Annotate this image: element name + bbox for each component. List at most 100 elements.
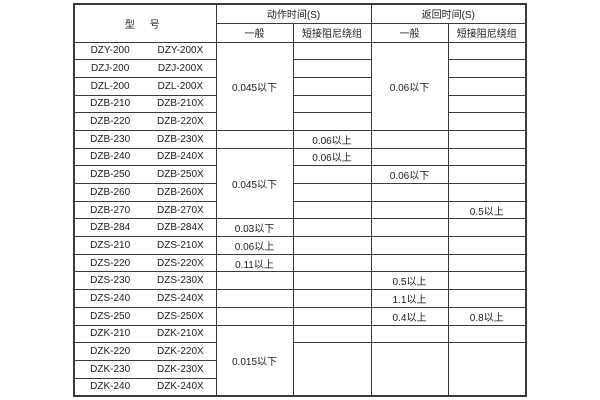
empty-cell [292,218,372,238]
model-name-x: DZY-200X [157,45,204,57]
model-name-x: DZS-250X [157,310,204,322]
table-row: DZB-220 DZB-220X [73,112,527,131]
model-name: DZB-270 [90,204,131,216]
empty-cell [370,253,449,273]
model-name-x: DZB-260X [157,186,204,198]
empty-cell [447,94,527,114]
empty-cell [292,94,372,114]
empty-cell [292,112,372,131]
empty-cell [370,200,449,220]
action-general-value: 0.06以上 [215,236,294,255]
model-cell: DZS-220 DZS-220X [73,253,217,273]
model-name: DZK-240 [90,381,131,393]
model-name: DZS-210 [90,239,131,251]
empty-cell [447,236,527,255]
model-name-x: DZS-230X [157,275,204,287]
model-cell: DZK-240 DZK-240X [73,377,217,397]
header-action-damping: 短接阻尼绕组 [292,22,372,43]
return-general-value: 0.5以上 [370,271,449,291]
header-action-time: 动作时间(S) [215,3,372,24]
model-name-x: DZB-240X [157,151,204,163]
model-cell: DZB-230 DZB-230X [73,129,217,149]
empty-cell [447,112,527,131]
model-name-x: DZK-220X [157,346,204,358]
return-general-value: 0.4以上 [370,306,449,326]
empty-cell [447,76,527,96]
empty-cell [292,236,372,255]
action-damping-value: 0.06以上 [292,129,372,149]
table-row: DZB-270 DZB-270X 0.5以上 [73,200,527,220]
model-name: DZS-250 [90,310,131,322]
model-cell: DZK-210 DZK-210X [73,324,217,344]
model-name: DZB-230 [90,133,131,145]
model-name-x: DZL-200X [157,80,204,92]
empty-cell [292,306,372,326]
table-row: DZS-250 DZS-250X 0.4以上 0.8以上 [73,306,527,326]
empty-cell [370,342,449,397]
model-name: DZS-220 [90,257,131,269]
table-row: DZB-250 DZB-250X 0.06以下 [73,165,527,184]
model-name-x: DZB-220X [157,116,204,128]
empty-cell [447,183,527,202]
empty-cell [292,183,372,202]
model-name-x: DZS-220X [157,257,204,269]
action-general-value: 0.11以上 [215,253,294,273]
empty-cell [215,306,294,326]
model-cell: DZY-200 DZY-200X [73,41,217,61]
table-row: DZB-230 DZB-230X 0.06以上 [73,129,527,149]
empty-cell [292,324,372,344]
table-row: DZK-240 DZK-240X [73,377,526,397]
table-row: DZB-284 DZB-284X 0.03以下 [73,218,527,238]
model-cell: DZS-240 DZS-240X [73,289,217,308]
empty-cell [447,253,527,273]
model-cell: DZL-200 DZL-200X [73,76,217,96]
empty-cell [215,129,294,149]
empty-cell [447,342,527,397]
empty-cell [370,129,449,149]
spec-table: 型 号 动作时间(S) 返回时间(S) 一般 短接阻尼绕组 一般 短接阻尼绕组 … [73,3,527,397]
model-name: DZB-250 [90,169,131,181]
model-cell: DZB-220 DZB-220X [73,112,217,131]
model-cell: DZJ-200 DZJ-200X [73,59,217,78]
table-row: DZK-210 DZK-210X 0.015以下 [73,324,527,397]
model-name-x: DZB-270X [157,204,204,216]
model-cell: DZB-284 DZB-284X [73,218,217,238]
action-damping-value: 0.06以上 [292,147,372,167]
table-row: DZJ-200 DZJ-200X [73,59,527,78]
empty-cell [215,271,294,291]
header-model: 型 号 [73,3,217,43]
empty-cell [447,218,527,238]
table-row: DZS-230 DZS-230X 0.5以上 [73,271,527,291]
action-general-value: 0.03以下 [215,218,294,238]
empty-cell [447,147,527,167]
model-name-x: DZK-230X [157,363,204,375]
header-return-general: 一般 [370,22,449,43]
empty-cell [292,76,372,96]
empty-cell [292,271,372,291]
model-name-x: DZS-210X [157,239,204,251]
model-cell: DZB-260 DZB-260X [73,183,217,202]
empty-cell [447,289,527,308]
model-name-x: DZB-284X [157,222,204,234]
model-name: DZJ-200 [90,63,130,75]
empty-cell [447,129,527,149]
empty-cell [447,59,527,78]
empty-cell [447,41,527,61]
empty-cell [292,59,372,78]
model-name-x: DZJ-200X [157,63,203,75]
empty-cell [292,253,372,273]
model-name-x: DZS-240X [157,292,204,304]
empty-cell [447,271,527,291]
table-row: DZL-200 DZL-200X [73,76,527,96]
model-name: DZL-200 [90,80,130,92]
model-name: DZK-230 [90,363,131,375]
empty-cell [292,289,372,308]
model-name: DZB-284 [90,222,131,234]
model-name-x: DZB-210X [157,98,204,110]
model-name: DZB-220 [90,116,131,128]
action-general-value: 0.015以下 [215,324,294,397]
table-row: DZS-240 DZS-240X 1.1以上 [73,289,527,308]
model-name-x: DZB-250X [157,169,204,181]
return-damping-value: 0.8以上 [447,306,527,326]
